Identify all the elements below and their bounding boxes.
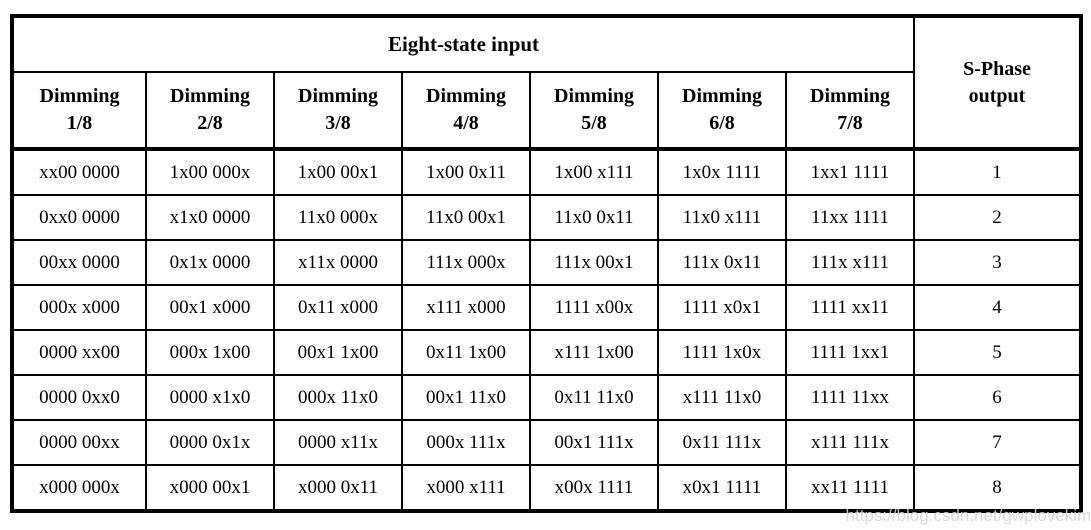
s-phase-output-cell: 8 <box>913 464 1082 512</box>
title-row: Eight-state input S-Phase output <box>11 15 1082 151</box>
input-state-cell: 1x00 00x1 <box>273 148 403 196</box>
input-state-cell: xx11 1111 <box>785 464 915 512</box>
input-state-cell: 00x1 x000 <box>145 284 275 331</box>
input-state-cell: x0x1 1111 <box>657 464 787 512</box>
input-state-cell: 00xx 0000 <box>11 239 147 286</box>
input-state-cell: x111 1x00 <box>529 329 659 376</box>
input-state-cell: 1111 x00x <box>529 284 659 331</box>
dimming-1-8-header: Dimming 1/8 <box>11 71 147 151</box>
table-header: Eight-state input S-Phase output Dimming… <box>11 15 1082 151</box>
input-state-cell: 1xx1 1111 <box>785 148 915 196</box>
input-state-cell: 1x00 000x <box>145 148 275 196</box>
s-phase-output-cell: 7 <box>913 419 1082 466</box>
dimming-truth-table: Eight-state input S-Phase output Dimming… <box>10 14 1083 513</box>
input-state-cell: x1x0 0000 <box>145 194 275 241</box>
input-state-cell: 1111 11xx <box>785 374 915 421</box>
input-state-cell: 0x1x 0000 <box>145 239 275 286</box>
s-phase-output-header: S-Phase output <box>913 15 1082 151</box>
dimming-2-8-header: Dimming 2/8 <box>145 71 275 151</box>
input-state-cell: 11x0 000x <box>273 194 403 241</box>
input-state-cell: 1111 x0x1 <box>657 284 787 331</box>
table-row: 0000 00xx 0000 0x1x 0000 x11x 000x 111x 00x1… <box>11 419 1082 466</box>
dimming-7-8-header: Dimming 7/8 <box>785 71 915 151</box>
csdn-watermark: https://blog.csdn.net/gwplovekimi <box>845 506 1091 525</box>
table-row: x000 000x x000 00x1 x000 0x11 x000 x111 x00x… <box>11 464 1082 512</box>
input-state-cell: 1111 xx11 <box>785 284 915 331</box>
input-state-cell: 11xx 1111 <box>785 194 915 241</box>
s-phase-output-cell: 4 <box>913 284 1082 331</box>
input-state-cell: 111x 00x1 <box>529 239 659 286</box>
table-row: xx00 0000 1x00 000x 1x00 00x1 1x00 0x11 1x00… <box>11 148 1082 196</box>
input-state-cell: 0x11 11x0 <box>529 374 659 421</box>
dimming-header-row: Dimming 1/8 Dimming 2/8 Dimming 3/8 Dimm… <box>11 71 1081 151</box>
s-phase-output-cell: 3 <box>913 239 1082 286</box>
input-state-cell: 0000 x1x0 <box>145 374 275 421</box>
dimming-4-8-header: Dimming 4/8 <box>401 71 531 151</box>
input-state-cell: 00x1 1x00 <box>273 329 403 376</box>
input-state-cell: 0000 0x1x <box>145 419 275 466</box>
input-state-cell: 111x 0x11 <box>657 239 787 286</box>
input-state-cell: x11x 0000 <box>273 239 403 286</box>
input-state-cell: 1111 1x0x <box>657 329 787 376</box>
input-state-cell: 0xx0 0000 <box>11 194 147 241</box>
input-state-cell: 0000 x11x <box>273 419 403 466</box>
dimming-truth-table-container: Eight-state input S-Phase output Dimming… <box>10 14 1083 513</box>
input-state-cell: 1x00 0x11 <box>401 148 531 196</box>
s-phase-output-cell: 2 <box>913 194 1082 241</box>
input-state-cell: xx00 0000 <box>11 148 147 196</box>
table-body: xx00 0000 1x00 000x 1x00 00x1 1x00 0x11 1x00… <box>11 148 1082 512</box>
dimming-3-8-header: Dimming 3/8 <box>273 71 403 151</box>
input-state-cell: x111 111x <box>785 419 915 466</box>
input-state-cell: 0x11 x000 <box>273 284 403 331</box>
input-state-cell: 0x11 1x00 <box>401 329 531 376</box>
input-state-cell: x000 000x <box>11 464 147 512</box>
s-phase-output-cell: 6 <box>913 374 1082 421</box>
table-row: 0000 0xx0 0000 x1x0 000x 11x0 00x1 11x0 0x11… <box>11 374 1082 421</box>
input-state-cell: 000x x000 <box>11 284 147 331</box>
input-state-cell: x000 x111 <box>401 464 531 512</box>
dimming-6-8-header: Dimming 6/8 <box>657 71 787 151</box>
s-phase-output-cell: 5 <box>913 329 1082 376</box>
input-state-cell: 111x x111 <box>785 239 915 286</box>
input-state-cell: 0000 xx00 <box>11 329 147 376</box>
input-state-cell: 0000 0xx0 <box>11 374 147 421</box>
eight-state-input-header: Eight-state input <box>11 15 915 73</box>
table-row: 00xx 0000 0x1x 0000 x11x 0000 111x 000x 111x… <box>11 239 1082 286</box>
input-state-cell: 0x11 111x <box>657 419 787 466</box>
input-state-cell: 000x 11x0 <box>273 374 403 421</box>
input-state-cell: x000 0x11 <box>273 464 403 512</box>
input-state-cell: 00x1 111x <box>529 419 659 466</box>
dimming-5-8-header: Dimming 5/8 <box>529 71 659 151</box>
input-state-cell: x111 x000 <box>401 284 531 331</box>
input-state-cell: 11x0 00x1 <box>401 194 531 241</box>
input-state-cell: x000 00x1 <box>145 464 275 512</box>
input-state-cell: x111 11x0 <box>657 374 787 421</box>
input-state-cell: 11x0 0x11 <box>529 194 659 241</box>
table-row: 0xx0 0000 x1x0 0000 11x0 000x 11x0 00x1 11x0… <box>11 194 1082 241</box>
table-row: 0000 xx00 000x 1x00 00x1 1x00 0x11 1x00 x111… <box>11 329 1082 376</box>
input-state-cell: 11x0 x111 <box>657 194 787 241</box>
s-phase-output-cell: 1 <box>913 148 1082 196</box>
input-state-cell: 00x1 11x0 <box>401 374 531 421</box>
input-state-cell: 000x 111x <box>401 419 531 466</box>
table-row: 000x x000 00x1 x000 0x11 x000 x111 x000 1111… <box>11 284 1082 331</box>
input-state-cell: x00x 1111 <box>529 464 659 512</box>
input-state-cell: 1x00 x111 <box>529 148 659 196</box>
input-state-cell: 111x 000x <box>401 239 531 286</box>
input-state-cell: 0000 00xx <box>11 419 147 466</box>
input-state-cell: 1111 1xx1 <box>785 329 915 376</box>
input-state-cell: 000x 1x00 <box>145 329 275 376</box>
input-state-cell: 1x0x 1111 <box>657 148 787 196</box>
